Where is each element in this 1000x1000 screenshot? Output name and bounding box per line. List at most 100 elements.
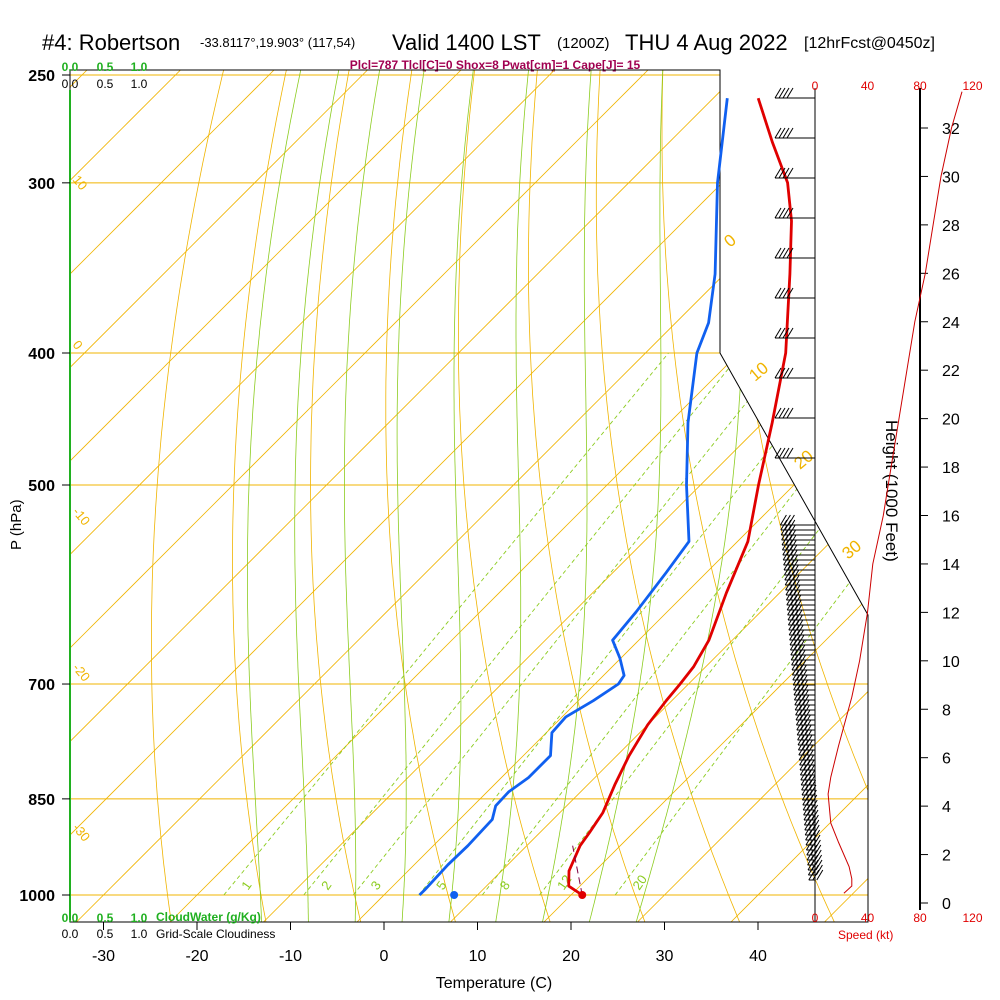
barb-feather: [778, 167, 786, 179]
pressure-tick-label: 700: [28, 677, 55, 694]
barb-feather: [778, 447, 786, 459]
station-coords: -33.8117°,19.903° (117,54): [200, 35, 355, 50]
barb-feather: [812, 869, 820, 881]
cloudiness-scale-bottom: 0.5: [97, 927, 114, 941]
height-tick-label: 0: [942, 896, 951, 913]
barb-feather: [799, 764, 807, 776]
barb-feather: [803, 814, 811, 826]
x-axis-title: Temperature (C): [436, 975, 552, 992]
barb-feather: [782, 127, 790, 139]
barb-feather: [815, 854, 823, 866]
barb-feather: [789, 584, 797, 596]
barb-feather: [783, 554, 791, 566]
barb-feather: [806, 749, 814, 761]
barb-feather: [804, 819, 812, 831]
height-tick-label: 30: [942, 169, 960, 186]
barb-feather: [784, 524, 792, 536]
barb-feather: [791, 654, 799, 666]
barb-feather: [798, 699, 806, 711]
x-tick-label: 20: [562, 948, 580, 965]
cloudwater-label: CloudWater (g/Kg): [156, 910, 261, 924]
barb-feather: [794, 699, 802, 711]
barb-feather: [793, 684, 801, 696]
barb-feather: [791, 614, 799, 626]
mixing-ratio-line: [223, 352, 669, 896]
dry-adiabat: [528, 70, 646, 922]
barb-feather: [805, 729, 813, 741]
cloudwater-scale-bottom: 1.0: [131, 911, 148, 925]
stability-indices: Plcl=787 Tlcl[C]=0 Shox=8 Pwat[cm]=1 Cap…: [350, 58, 641, 72]
speed-tick-label-top: 40: [861, 79, 875, 93]
isotherm-line: [74, 70, 868, 922]
barb-feather: [805, 784, 813, 796]
barb-feather: [799, 654, 807, 666]
isotherm-line: [70, 70, 308, 922]
barb-feather: [805, 734, 813, 746]
cloudiness-scale-top: 0.5: [97, 77, 114, 91]
skewt-grid: [70, 70, 868, 922]
plot-frame: [69, 69, 869, 923]
cloudiness-scale-top: 1.0: [131, 77, 148, 91]
barb-feather: [778, 87, 786, 99]
barb-feather: [782, 447, 790, 459]
barb-feather: [798, 644, 806, 656]
barb-feather: [797, 729, 805, 741]
isotherm-line: [167, 70, 868, 922]
moist-adiabat: [344, 70, 406, 922]
barb-feather: [789, 639, 797, 651]
barb-feather: [801, 784, 809, 796]
cloudwater-scale-bottom: 0.0: [62, 911, 79, 925]
barb-feather: [787, 609, 795, 621]
barb-feather: [791, 564, 799, 576]
barb-feather: [799, 754, 807, 766]
barb-feather: [790, 544, 798, 556]
isotherm-label: -30: [70, 820, 94, 844]
barb-feather: [783, 514, 791, 526]
barb-feather: [793, 579, 801, 591]
dry-adiabat: [458, 70, 552, 922]
barb-feather: [784, 519, 792, 531]
cloudiness-scale-bottom: 0.0: [62, 927, 79, 941]
barb-feather: [785, 539, 793, 551]
barb-feather: [807, 764, 815, 776]
barb-feather: [778, 207, 786, 219]
barb-feather: [806, 799, 814, 811]
barb-feather: [807, 754, 815, 766]
barb-feather: [787, 559, 795, 571]
barb-feather: [793, 589, 801, 601]
barb-feather: [814, 849, 822, 861]
barb-feather: [791, 664, 799, 676]
barb-feather: [794, 649, 802, 661]
barb-feather: [807, 814, 815, 826]
isotherm-line: [70, 70, 402, 922]
barb-feather: [797, 689, 805, 701]
barb-feather: [793, 629, 801, 641]
barb-feather: [802, 749, 810, 761]
barb-feather: [788, 619, 796, 631]
barb-feather: [794, 599, 802, 611]
moist-adiabat: [448, 70, 494, 922]
barb-feather: [786, 247, 794, 259]
height-tick-label: 20: [942, 412, 960, 429]
barb-feather: [782, 167, 790, 179]
barb-feather: [774, 127, 782, 139]
height-tick-label: 6: [942, 751, 951, 768]
barb-feather: [804, 724, 812, 736]
barb-feather: [786, 207, 794, 219]
cloudwater-scale-top: 0.0: [62, 60, 79, 74]
barb-feather: [799, 664, 807, 676]
isotherm-line: [70, 70, 215, 922]
barb-feather: [791, 604, 799, 616]
barb-feather: [787, 614, 795, 626]
barb-feather: [792, 624, 800, 636]
barb-feather: [814, 844, 822, 856]
barb-feather: [802, 744, 810, 756]
barb-feather: [799, 714, 807, 726]
isotherm-label: 10: [70, 172, 91, 193]
barb-feather: [803, 714, 811, 726]
isotherm-line: [354, 70, 868, 922]
surface-temperature-marker: [578, 891, 587, 899]
barb-feather: [802, 794, 810, 806]
